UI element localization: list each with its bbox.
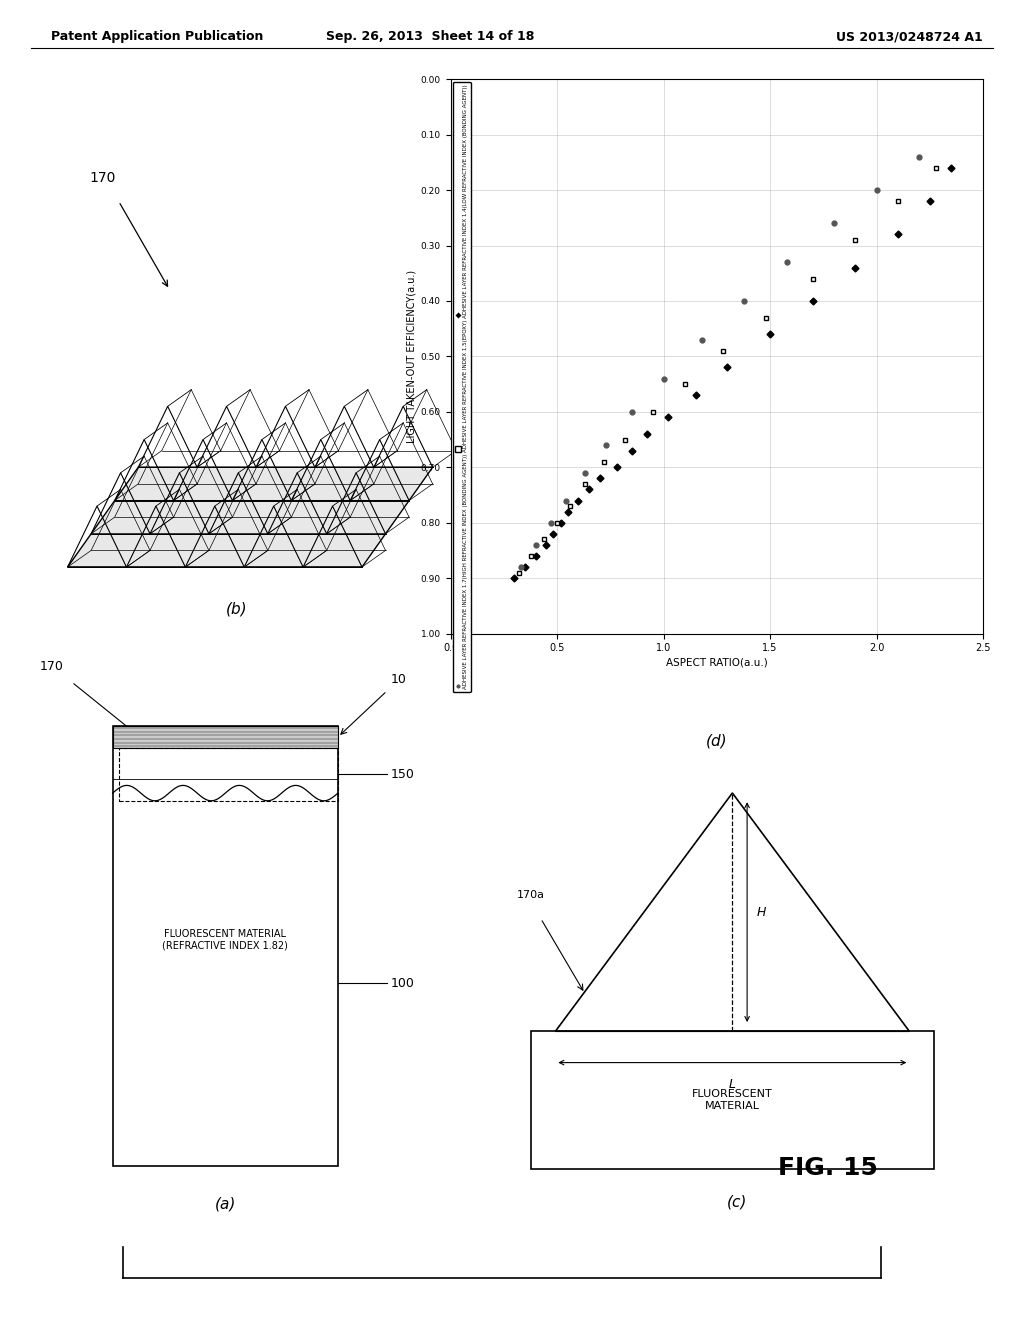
Text: 150: 150 [391, 768, 415, 781]
Text: (d): (d) [706, 734, 728, 748]
Polygon shape [68, 467, 432, 568]
Text: US 2013/0248724 A1: US 2013/0248724 A1 [837, 30, 983, 44]
Text: FLUORESCENT MATERIAL
(REFRACTIVE INDEX 1.82): FLUORESCENT MATERIAL (REFRACTIVE INDEX 1… [163, 928, 288, 950]
Legend: ADHESIVE LAYER REFRACTIVE INDEX 1.4(LOW REFRACTIVE INDEX (BONDING AGENT)), ADHES: ADHESIVE LAYER REFRACTIVE INDEX 1.4(LOW … [454, 82, 471, 692]
X-axis label: ASPECT RATIO(a.u.): ASPECT RATIO(a.u.) [666, 657, 768, 668]
Text: FLUORESCENT
MATERIAL: FLUORESCENT MATERIAL [692, 1089, 773, 1111]
Text: FIG. 15: FIG. 15 [778, 1156, 879, 1180]
Text: 10: 10 [391, 673, 408, 686]
Text: 100: 100 [391, 977, 415, 990]
Text: 170: 170 [40, 660, 63, 673]
Text: H: H [757, 906, 766, 919]
Text: Patent Application Publication: Patent Application Publication [51, 30, 263, 44]
Y-axis label: LIGHT TAKEN-OUT EFFICIENCY(a.u.): LIGHT TAKEN-OUT EFFICIENCY(a.u.) [407, 269, 417, 444]
Text: Sep. 26, 2013  Sheet 14 of 18: Sep. 26, 2013 Sheet 14 of 18 [326, 30, 535, 44]
Bar [113, 726, 338, 748]
Bar [119, 748, 338, 801]
Text: (c): (c) [727, 1195, 748, 1209]
Bar [113, 726, 338, 1166]
Text: (a): (a) [215, 1197, 236, 1212]
Bar [530, 1031, 934, 1170]
Text: 170a: 170a [517, 890, 545, 900]
Text: (b): (b) [225, 602, 247, 616]
Text: L: L [729, 1078, 736, 1092]
Text: 170: 170 [90, 170, 116, 185]
